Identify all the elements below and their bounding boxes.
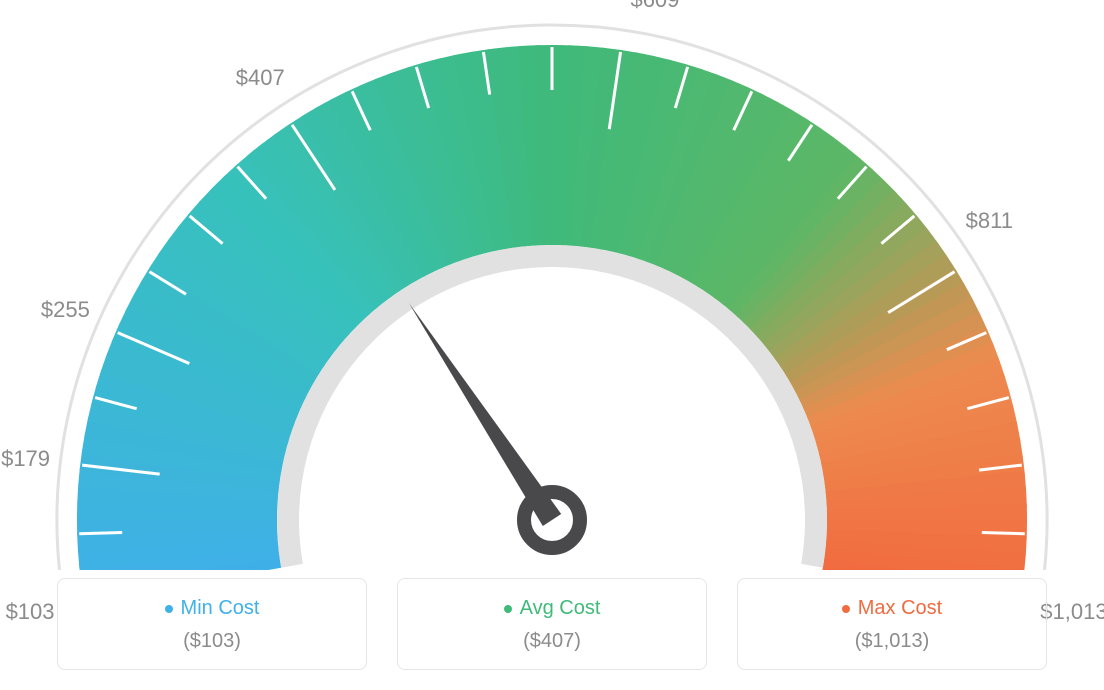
legend-row: Min Cost ($103) Avg Cost ($407) Max Cost… (0, 578, 1104, 670)
gauge-tick-label: $179 (1, 446, 50, 472)
legend-value-max: ($1,013) (738, 630, 1046, 653)
chart-container: $103$179$255$407$609$811$1,013 Min Cost … (0, 0, 1104, 690)
legend-dot-avg (504, 605, 512, 613)
legend-label-text: Max Cost (858, 597, 942, 620)
legend-value-avg: ($407) (398, 630, 706, 653)
legend-label-max: Max Cost (738, 597, 1046, 620)
gauge-tick-label: $609 (630, 0, 679, 13)
legend-label-min: Min Cost (58, 597, 366, 620)
gauge-minor-tick (982, 533, 1025, 534)
legend-card-avg: Avg Cost ($407) (397, 578, 707, 670)
legend-label-avg: Avg Cost (398, 597, 706, 620)
legend-dot-min (165, 605, 173, 613)
legend-label-text: Min Cost (181, 597, 260, 620)
gauge-svg (0, 0, 1104, 570)
gauge-tick-label: $811 (966, 208, 1013, 234)
legend-value-min: ($103) (58, 630, 366, 653)
gauge-chart: $103$179$255$407$609$811$1,013 (0, 0, 1104, 570)
legend-dot-max (842, 605, 850, 613)
legend-label-text: Avg Cost (520, 597, 601, 620)
gauge-tick-label: $255 (41, 297, 90, 323)
legend-card-min: Min Cost ($103) (57, 578, 367, 670)
gauge-minor-tick (79, 533, 122, 534)
legend-card-max: Max Cost ($1,013) (737, 578, 1047, 670)
gauge-tick-label: $407 (236, 65, 285, 91)
